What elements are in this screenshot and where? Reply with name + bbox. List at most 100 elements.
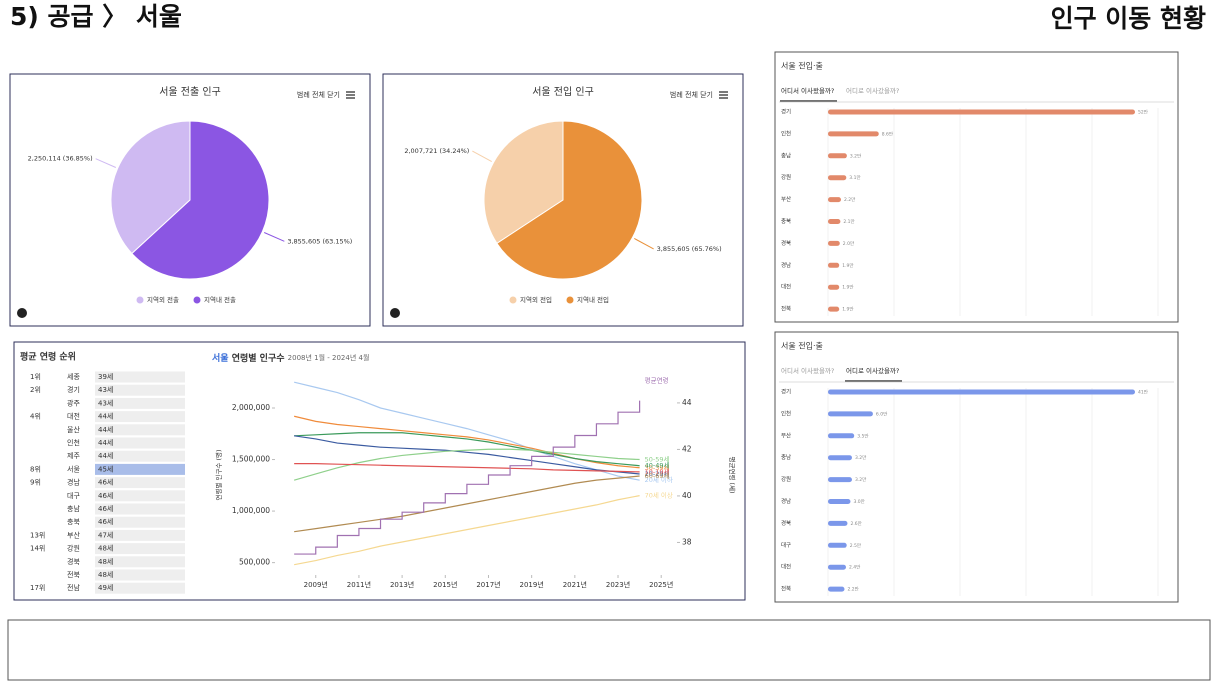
- bar-category: 전북: [781, 585, 791, 593]
- bar-category: 대구: [781, 541, 791, 549]
- bar-panel: [774, 51, 1179, 323]
- pie-title: 서울 전입 인구: [532, 85, 594, 98]
- legend-swatch: [136, 296, 144, 304]
- age: 48세: [98, 570, 113, 579]
- bar-title: 서울 전입·출: [781, 341, 823, 351]
- bar-category: 경기: [781, 388, 791, 396]
- bar-value: 2.1만: [843, 218, 854, 225]
- bar-value: 2.2만: [847, 586, 858, 593]
- age-bar-bg: [95, 371, 185, 383]
- bar-value: 2.6만: [850, 520, 861, 527]
- tab[interactable]: 어디서 이사왔을까?: [781, 86, 834, 95]
- region: 전남: [67, 583, 80, 592]
- age: 44세: [98, 425, 113, 434]
- table-title: 평균 연령 순위: [20, 351, 76, 363]
- region: 경기: [67, 385, 80, 394]
- series-label: 20세 이하: [645, 475, 673, 484]
- bar-category: 부산: [781, 431, 791, 439]
- bar-category: 대전: [781, 283, 791, 291]
- bar-category: 전북: [781, 305, 791, 313]
- series-label: 10-19세: [645, 467, 670, 476]
- pie-slice: [131, 120, 270, 280]
- bar-value: 1.9만: [842, 306, 853, 313]
- bar-value: 3.1만: [849, 174, 860, 181]
- legend-label[interactable]: 지역내 전출: [204, 295, 236, 304]
- age: 48세: [98, 544, 113, 553]
- leader-line: [263, 232, 285, 242]
- rank: 4위: [30, 413, 41, 421]
- age-bar-bg: [95, 437, 185, 449]
- region: 제주: [67, 452, 80, 460]
- y-tick-label: 2,000,000: [232, 403, 270, 412]
- tab[interactable]: 어디로 이사갔을까?: [846, 86, 899, 95]
- region: 경남: [67, 478, 80, 487]
- series-label: 30-39세: [645, 463, 670, 472]
- bar: [828, 262, 840, 268]
- age-bar-bg: [95, 529, 185, 541]
- age-bar-bg: [95, 490, 185, 502]
- leader-line: [472, 150, 492, 162]
- y-tick-label: 500,000: [239, 558, 270, 567]
- series-label: 평균연령: [645, 376, 669, 385]
- legend-swatch: [509, 296, 517, 304]
- x-tick-label: 2017년: [476, 580, 500, 589]
- age: 49세: [98, 583, 113, 592]
- bar-title: 서울 전입·출: [781, 61, 823, 71]
- legend-toggle[interactable]: 범례 전체 닫기: [670, 90, 713, 99]
- legend-label[interactable]: 지역외 전출: [147, 295, 179, 304]
- pie-title: 서울 전출 인구: [159, 86, 221, 98]
- bar-category: 강원: [781, 173, 791, 181]
- y2-tick-label: 40: [682, 491, 692, 500]
- bar-category: 대전: [781, 563, 791, 571]
- line-title: 서울 연령별 인구수 2008년 1월 - 2024년 4월: [212, 352, 369, 364]
- age: 46세: [98, 504, 113, 513]
- age-bar-bg: [95, 556, 185, 568]
- region: 광주: [67, 399, 80, 407]
- bar-value: 3.2만: [850, 152, 861, 159]
- bar: [828, 520, 848, 526]
- age-bar-bg: [95, 450, 185, 462]
- bar-category: 충북: [781, 217, 791, 225]
- bar: [828, 240, 840, 246]
- series-line: [294, 463, 640, 473]
- tab[interactable]: 어디서 이사왔을까?: [781, 366, 834, 375]
- bar-value: 2.4만: [849, 564, 860, 571]
- legend-label[interactable]: 지역내 전입: [577, 295, 609, 304]
- age: 45세: [98, 464, 113, 473]
- age: 44세: [98, 438, 113, 447]
- age-bar-bg: [95, 569, 185, 581]
- bar: [828, 411, 873, 417]
- bar-value: 1.9만: [842, 262, 853, 269]
- tab[interactable]: 어디로 이사갔을까?: [846, 366, 899, 375]
- region: 경북: [67, 557, 80, 566]
- legend-toggle[interactable]: 범례 전체 닫기: [297, 90, 340, 99]
- region: 서울: [67, 464, 80, 473]
- legend-label[interactable]: 지역외 전입: [520, 295, 552, 304]
- bar-category: 경남: [781, 261, 791, 269]
- y2-tick-label: 44: [682, 398, 692, 407]
- bar: [828, 586, 845, 592]
- bar-category: 강원: [781, 475, 791, 483]
- bar: [828, 306, 840, 312]
- y-axis-label: 연령별 인구수 (명): [214, 449, 223, 500]
- age: 43세: [98, 398, 113, 407]
- bar-value: 52만: [1138, 109, 1148, 116]
- age-bar-bg: [95, 397, 185, 409]
- region: 강원: [67, 544, 80, 553]
- region: 충북: [67, 517, 80, 526]
- y-tick-label: 1,000,000: [232, 506, 270, 515]
- bar-category: 인천: [781, 129, 791, 137]
- bar-value: 2.5만: [850, 542, 861, 549]
- series-label: 40-49세: [645, 461, 670, 470]
- bar: [828, 564, 846, 570]
- slice-label: 3,855,605 (63.15%): [287, 237, 352, 245]
- y-tick-label: 1,500,000: [232, 455, 270, 464]
- bar-value: 41만: [1138, 389, 1148, 396]
- x-tick-label: 2021년: [563, 580, 587, 589]
- bar: [828, 455, 852, 461]
- region: 전북: [67, 570, 80, 579]
- rank: 1위: [30, 373, 41, 381]
- page-subject: 인구 이동 현황: [1051, 4, 1206, 33]
- region: 세종: [67, 372, 80, 381]
